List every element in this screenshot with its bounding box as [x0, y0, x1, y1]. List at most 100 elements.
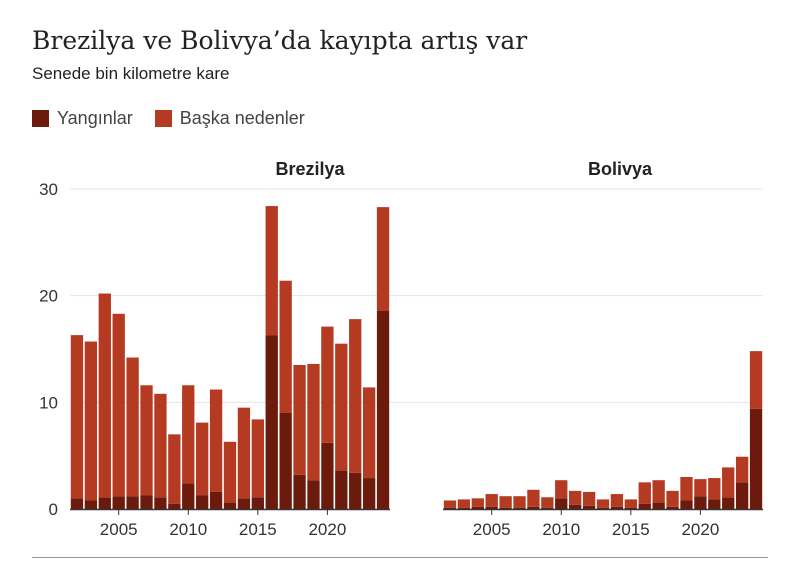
bar-bolivya-2018-other — [666, 490, 679, 507]
bar-brezilya-2003-fires — [84, 500, 98, 509]
bar-bolivya-2015-fires — [624, 507, 637, 509]
bar-bolivya-2024-fires — [749, 408, 763, 509]
bar-brezilya-2012-fires — [209, 491, 223, 509]
bar-brezilya-2005-other — [112, 313, 125, 497]
bar-brezilya-2005-fires — [112, 496, 125, 509]
legend-item-other: Başka nedenler — [154, 108, 305, 129]
bar-brezilya-2021-other — [335, 343, 348, 471]
bar-brezilya-2010-fires — [182, 483, 195, 509]
bar-bolivya-2007-other — [513, 496, 526, 508]
bar-brezilya-2012-other — [209, 389, 223, 492]
bar-bolivya-2017-other — [652, 480, 665, 503]
bar-brezilya-2018-fires — [293, 474, 306, 509]
bar-brezilya-2013-other — [223, 441, 237, 503]
bar-brezilya-2014-other — [237, 407, 251, 499]
bar-brezilya-2007-fires — [140, 495, 153, 509]
bar-bolivya-2005-fires — [485, 506, 498, 509]
bar-brezilya-2008-fires — [154, 497, 167, 509]
chart-title: Brezilya ve Bolivya’da kayıpta artış var — [32, 26, 528, 55]
bar-bolivya-2015-other — [624, 499, 637, 508]
bar-bolivya-2002-fires — [443, 507, 457, 509]
legend-label-fires: Yangınlar — [57, 108, 133, 128]
bar-bolivya-2010-fires — [555, 498, 568, 509]
bar-bolivya-2020-fires — [694, 496, 707, 509]
bar-brezilya-2004-fires — [98, 497, 111, 509]
bar-bolivya-2006-other — [499, 496, 512, 508]
bar-bolivya-2021-fires — [708, 499, 721, 509]
bar-brezilya-2024-other — [376, 207, 390, 311]
bar-brezilya-2015-fires — [251, 497, 264, 509]
bar-brezilya-2024-fires — [376, 310, 390, 509]
bar-bolivya-2019-other — [680, 477, 693, 501]
bar-bolivya-2016-fires — [638, 503, 651, 509]
bar-bolivya-2006-fires — [499, 507, 512, 509]
bar-brezilya-2006-fires — [126, 496, 139, 509]
bar-bolivya-2016-other — [638, 482, 651, 504]
bar-bolivya-2014-other — [610, 494, 624, 507]
bar-bolivya-2010-other — [555, 480, 568, 499]
bar-bolivya-2008-other — [527, 489, 540, 507]
bar-brezilya-2019-other — [307, 363, 320, 481]
bar-brezilya-2007-other — [140, 385, 153, 496]
bar-brezilya-2010-other — [182, 385, 195, 484]
bar-brezilya-2004-other — [98, 293, 111, 498]
bar-brezilya-2003-other — [84, 341, 98, 501]
bar-bolivya-2024-other — [749, 351, 763, 409]
bar-bolivya-2023-other — [735, 456, 749, 483]
bar-bolivya-2022-fires — [722, 497, 735, 509]
bar-brezilya-2019-fires — [307, 480, 320, 509]
bar-brezilya-2020-fires — [321, 442, 334, 509]
bar-brezilya-2015-other — [251, 419, 264, 498]
bar-bolivya-2013-other — [596, 499, 610, 508]
bar-bolivya-2020-other — [694, 479, 707, 497]
bar-bolivya-2018-fires — [666, 506, 679, 509]
legend-label-other: Başka nedenler — [179, 108, 305, 128]
bar-bolivya-2012-other — [582, 491, 596, 506]
bar-brezilya-2014-fires — [237, 498, 251, 509]
bar-bolivya-2009-fires — [541, 507, 554, 509]
footer-divider — [32, 557, 768, 558]
bar-bolivya-2014-fires — [610, 506, 624, 509]
bar-brezilya-2011-other — [196, 422, 209, 496]
x-tick-label-brezilya-2005: 2005 — [100, 520, 138, 539]
bar-brezilya-2023-fires — [362, 478, 376, 509]
bar-brezilya-2009-fires — [168, 503, 181, 509]
x-tick-label-bolivya-2015: 2015 — [612, 520, 650, 539]
chart-subtitle: Senede bin kilometre kare — [32, 64, 230, 83]
bar-brezilya-2002-other — [70, 335, 84, 499]
bar-bolivya-2002-other — [443, 500, 457, 508]
legend-swatch-fires — [32, 110, 49, 127]
y-tick-label-0: 0 — [49, 500, 58, 519]
bar-brezilya-2013-fires — [223, 502, 237, 509]
bar-brezilya-2021-fires — [335, 470, 348, 509]
bar-brezilya-2023-other — [362, 387, 376, 479]
bar-brezilya-2017-fires — [279, 413, 292, 509]
bar-bolivya-2004-other — [471, 498, 484, 507]
bar-brezilya-2022-fires — [349, 472, 362, 509]
legend: Yangınlar Başka nedenler — [32, 108, 327, 129]
x-tick-label-brezilya-2010: 2010 — [169, 520, 207, 539]
bar-brezilya-2008-other — [154, 393, 167, 498]
x-tick-label-brezilya-2015: 2015 — [239, 520, 277, 539]
panel-title-bolivya: Bolivya — [588, 159, 653, 179]
panel-title-brezilya: Brezilya — [275, 159, 345, 179]
bar-bolivya-2023-fires — [735, 482, 749, 509]
bar-brezilya-2020-other — [321, 326, 334, 443]
bar-bolivya-2011-fires — [569, 504, 582, 509]
x-tick-label-bolivya-2005: 2005 — [473, 520, 511, 539]
bar-bolivya-2004-fires — [471, 506, 484, 509]
bar-bolivya-2003-fires — [457, 507, 471, 509]
bar-brezilya-2006-other — [126, 357, 139, 497]
bar-bolivya-2009-other — [541, 497, 554, 508]
x-tick-label-brezilya-2020: 2020 — [308, 520, 346, 539]
y-tick-label-10: 10 — [39, 393, 58, 412]
bar-brezilya-2011-fires — [196, 495, 209, 509]
bar-brezilya-2016-other — [265, 206, 278, 336]
bar-bolivya-2017-fires — [652, 502, 665, 509]
bar-brezilya-2002-fires — [70, 498, 84, 509]
x-tick-label-bolivya-2010: 2010 — [542, 520, 580, 539]
bar-brezilya-2009-other — [168, 434, 181, 504]
x-tick-label-bolivya-2020: 2020 — [681, 520, 719, 539]
bar-bolivya-2013-fires — [596, 507, 610, 509]
